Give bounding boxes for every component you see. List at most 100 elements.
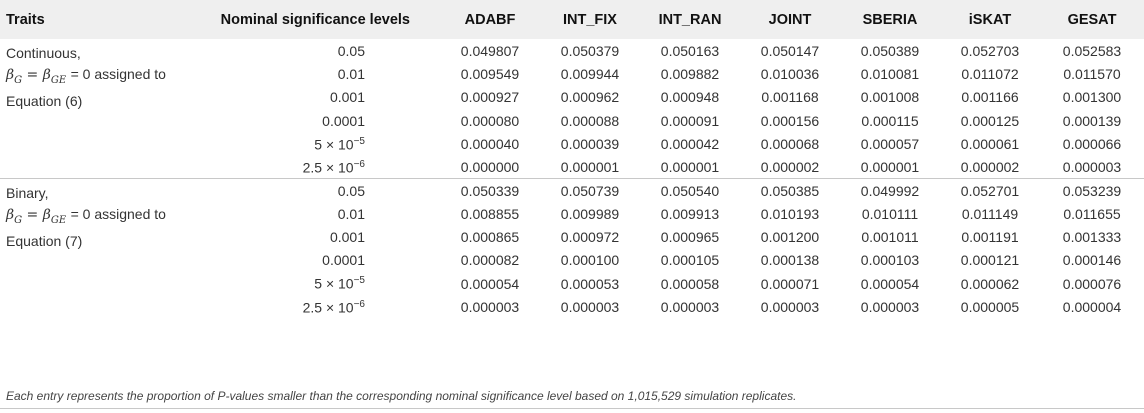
level-base: 2.5 × 10 (302, 299, 354, 316)
value-cell: 0.052701 (940, 178, 1040, 203)
value-cell: 0.000001 (660, 158, 720, 175)
value-cell: 0.009549 (460, 65, 520, 82)
value-cell: 0.050339 (440, 178, 540, 203)
value-cell: 0.011655 (1063, 205, 1121, 222)
level-exponent: −6 (353, 298, 365, 310)
value-cell: 0.000100 (560, 252, 620, 269)
significance-level: 0.05 (200, 178, 440, 203)
value-cell: 0.000003 (660, 298, 720, 315)
value-cell: 0.050739 (540, 178, 640, 203)
value-cell: 0.000005 (960, 298, 1020, 315)
level-exponent: −5 (353, 275, 365, 287)
beta-formula: βG = βGE (6, 206, 67, 226)
value-cell: 0.000003 (460, 298, 520, 315)
value-cell: 0.000003 (560, 298, 620, 315)
value-cell: 0.010036 (760, 65, 820, 82)
value-cell: 0.000001 (560, 158, 620, 175)
value-cell: 0.049992 (840, 178, 940, 203)
table-row: 5 × 10−5 0.000054 0.000053 0.000058 0.000071… (0, 272, 1144, 295)
value-cell: 0.050540 (640, 178, 740, 203)
table-row: 0.001 0.000927 0.000962 0.000948 0.001168 0.0… (0, 86, 1144, 109)
significance-level: 0.01 (337, 205, 365, 222)
significance-level: 0.001 (329, 89, 365, 106)
header-traits: Traits (0, 0, 200, 39)
value-cell: 0.010081 (860, 65, 920, 82)
value-cell: 0.008855 (460, 205, 520, 222)
significance-level: 0.01 (337, 65, 365, 82)
value-cell: 0.001191 (961, 229, 1019, 246)
value-cell: 0.000962 (560, 89, 620, 106)
value-cell: 0.000139 (1062, 112, 1122, 129)
value-cell: 0.000053 (560, 275, 620, 292)
value-cell: 0.052583 (1062, 42, 1122, 59)
value-cell: 0.000965 (660, 229, 720, 246)
value-cell: 0.000054 (860, 275, 920, 292)
level-exponent: −5 (353, 135, 365, 147)
value-cell: 0.001166 (961, 89, 1019, 106)
level-base: 5 × 10 (314, 275, 354, 292)
value-cell: 0.001168 (761, 89, 819, 106)
header-levels: Nominal significance levels (200, 0, 440, 39)
value-cell: 0.000068 (760, 135, 820, 152)
table-footnote: Each entry represents the proportion of … (6, 389, 797, 403)
table-row: Continuous, βG = βGE = 0 assigned to Equat… (0, 39, 1144, 109)
value-cell: 0.000042 (660, 135, 720, 152)
significance-level: 5 × 10−5 (200, 272, 440, 295)
value-cell: 0.009989 (560, 205, 620, 222)
level-base: 2.5 × 10 (302, 159, 354, 176)
table-row: 0.0001 0.000080 0.000088 0.000091 0.000156 0.… (0, 109, 1144, 132)
trait-name: Continuous, (6, 45, 81, 61)
value-cell: 0.009944 (560, 65, 620, 82)
table-row: 0.001 0.000865 0.000972 0.000965 0.001200 0.0… (0, 225, 1144, 248)
value-cell: 0.001333 (1062, 229, 1122, 246)
header-method-int-ran: INT_RAN (640, 0, 740, 39)
value-cell: 0.050379 (560, 42, 620, 59)
table-row: 2.5 × 10−6 0.000003 0.000003 0.000003 0.0000… (0, 295, 1144, 318)
value-cell: 0.000103 (860, 252, 920, 269)
value-cell: 0.000003 (860, 298, 920, 315)
value-cell: 0.000058 (660, 275, 720, 292)
value-cell: 0.000146 (1062, 252, 1122, 269)
header-method-iskat: iSKAT (940, 0, 1040, 39)
value-cell: 0.052703 (960, 42, 1020, 59)
value-cell: 0.000138 (760, 252, 820, 269)
trait-note: = 0 assigned to (70, 205, 166, 222)
value-cell: 0.001200 (760, 229, 820, 246)
value-cell: 0.011570 (1063, 65, 1121, 82)
value-cell: 0.000066 (1062, 135, 1122, 152)
significance-level: 0.001 (329, 229, 365, 246)
header-method-adabf: ADABF (440, 0, 540, 39)
results-table: Traits Nominal significance levels ADABF… (0, 0, 1144, 319)
value-cell: 0.000057 (860, 135, 920, 152)
significance-level: 0.0001 (322, 112, 365, 129)
value-cell: 0.001300 (1062, 89, 1122, 106)
significance-level: 2.5 × 10−6 (200, 155, 440, 178)
value-cell: 0.009913 (660, 205, 720, 222)
value-cell: 0.053239 (1040, 178, 1144, 203)
value-cell: 0.001011 (861, 229, 919, 246)
level-base: 5 × 10 (314, 136, 354, 153)
value-cell: 0.049807 (460, 42, 520, 59)
trait-cell: Binary, βG = βGE = 0 assigned to Equation … (0, 178, 200, 319)
level-exponent: −6 (353, 158, 365, 170)
value-cell: 0.000115 (861, 112, 919, 129)
significance-level: 0.0001 (322, 252, 365, 269)
value-cell: 0.000927 (460, 89, 520, 106)
table-row: 0.0001 0.000082 0.000100 0.000105 0.000138 0.… (0, 249, 1144, 272)
value-cell: 0.000865 (460, 229, 520, 246)
significance-level: 0.05 (337, 42, 365, 59)
value-cell: 0.050389 (860, 42, 920, 59)
value-cell: 0.011072 (961, 65, 1019, 82)
table-row: 2.5 × 10−6 0.000000 0.000001 0.000001 0.0000… (0, 155, 1144, 178)
value-cell: 0.000088 (560, 112, 620, 129)
value-cell: 0.010111 (861, 205, 919, 222)
value-cell: 0.000002 (960, 158, 1020, 175)
value-cell: 0.000082 (460, 252, 520, 269)
header-method-joint: JOINT (740, 0, 840, 39)
value-cell: 0.001008 (860, 89, 920, 106)
value-cell: 0.000080 (460, 112, 520, 129)
value-cell: 0.000091 (660, 112, 720, 129)
trait-note: = 0 assigned to (70, 65, 166, 82)
value-cell: 0.000002 (760, 158, 820, 175)
